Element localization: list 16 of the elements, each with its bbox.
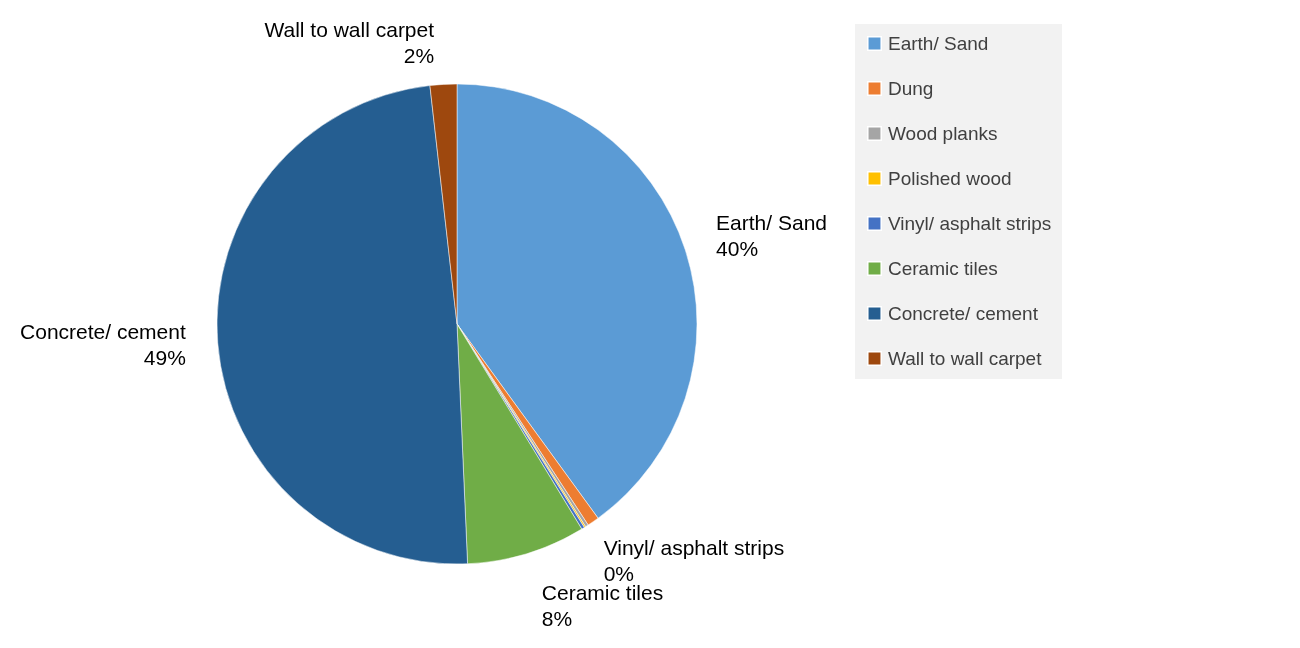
slice-label: Concrete/ cement [20,319,186,343]
data-label: 2% [403,44,435,68]
slice-label: Earth/ Sand [716,211,827,235]
data-label: 8% [541,607,573,630]
slice-label: Vinyl/ asphalt strips [603,536,785,560]
legend-label: Wall to wall carpet [888,347,1043,369]
legend-label: Polished wood [888,167,1012,189]
legend-label: Vinyl/ asphalt strips [888,212,1052,234]
slice-label: Wall to wall carpet [264,18,435,42]
legend-label: Earth/ Sand [888,32,989,54]
legend-label: Wood planks [888,122,998,144]
legend-label: Ceramic tiles [888,257,998,279]
legend-label: Concrete/ cement [888,302,1039,324]
data-label: 40% [716,237,759,261]
data-label: 49% [143,345,186,369]
legend-label: Dung [888,77,934,99]
